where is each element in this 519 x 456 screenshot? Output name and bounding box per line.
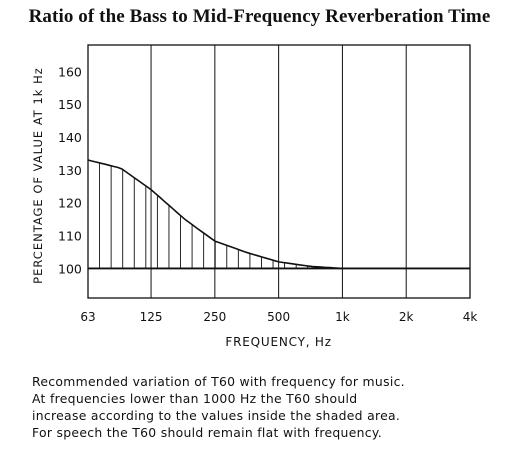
chart-caption: Recommended variation of T60 with freque… [32,373,512,441]
y-tick-label: 150 [58,97,82,112]
caption-line-2: At frequencies lower than 1000 Hz the T6… [32,391,358,406]
y-tick-label: 120 [58,196,82,211]
y-tick-label: 140 [58,130,82,145]
chart-title: Ratio of the Bass to Mid-Frequency Rever… [28,6,491,27]
y-tick-label: 100 [58,261,82,276]
y-tick-label: 110 [58,229,82,244]
y-tick-label: 160 [58,64,82,79]
x-axis-label: FREQUENCY, Hz [225,335,331,349]
caption-line-3: increase according to the values inside … [32,408,401,423]
x-tick-label: 500 [267,310,290,324]
caption-line-4: For speech the T60 should remain flat wi… [32,425,382,440]
y-axis-label: PERCENTAGE OF VALUE AT 1k Hz [31,67,45,284]
x-tick-label: 125 [140,310,163,324]
x-tick-label: 2k [399,310,414,324]
x-tick-label: 1k [335,310,350,324]
caption-line-1: Recommended variation of T60 with freque… [32,374,405,389]
x-tick-label: 4k [463,310,478,324]
x-tick-label: 63 [80,310,95,324]
y-tick-label: 130 [58,163,82,178]
upper-limit-curve [87,159,343,270]
x-tick-label: 250 [203,310,226,324]
